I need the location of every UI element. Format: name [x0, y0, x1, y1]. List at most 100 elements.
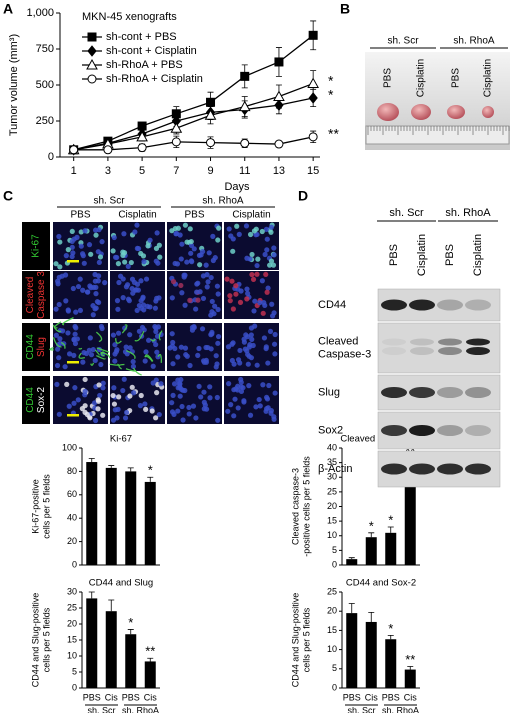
- cell: [272, 351, 278, 357]
- y-tick-label: 500: [36, 79, 54, 91]
- cell: [169, 295, 175, 301]
- cell: [57, 239, 63, 245]
- cell: [190, 403, 197, 409]
- cell: [182, 222, 189, 228]
- cell: [241, 399, 247, 405]
- cell: [99, 239, 105, 245]
- micrograph: [167, 222, 222, 270]
- cell: [244, 296, 250, 302]
- cell: [233, 291, 239, 297]
- cell: [97, 254, 104, 260]
- blot-band: [465, 387, 491, 398]
- cell: [270, 262, 277, 268]
- bar: [404, 467, 416, 565]
- y-tick-label: 15: [327, 516, 337, 526]
- cell: [152, 305, 159, 311]
- data-point: [308, 132, 318, 142]
- cell: [173, 231, 179, 237]
- tumor: [411, 104, 431, 120]
- x-tick-label: PBS: [122, 692, 140, 702]
- legend-marker: [87, 32, 97, 42]
- micrograph: [224, 222, 279, 270]
- cell: [150, 363, 156, 369]
- cell: [238, 376, 244, 383]
- ruler: [365, 125, 510, 145]
- cell: [189, 259, 195, 265]
- cell: [198, 252, 204, 258]
- blot-band: [409, 387, 435, 398]
- cell: [264, 289, 270, 295]
- y-tick-label: 60: [67, 489, 77, 499]
- cell: [215, 237, 221, 243]
- y-tick-label: 15: [327, 625, 337, 635]
- cell: [186, 404, 192, 411]
- cell: [63, 253, 69, 259]
- membrane: [52, 324, 62, 333]
- cell: [188, 238, 194, 245]
- group-label: sh. Scr: [387, 36, 419, 47]
- error-bar: [368, 532, 375, 538]
- cell: [226, 381, 232, 387]
- cell: [264, 406, 270, 412]
- membrane: [157, 353, 163, 363]
- cell: [143, 276, 150, 282]
- cell: [205, 279, 211, 285]
- cell: [237, 360, 243, 366]
- blot-band: [410, 338, 434, 346]
- chart-title: CD44 and Slug: [89, 578, 153, 589]
- y-tick-label: 5: [72, 666, 77, 676]
- cell: [53, 261, 59, 267]
- cell: [196, 383, 202, 390]
- cell: [230, 306, 236, 312]
- x-tick-label: Cis: [105, 692, 118, 702]
- legend-label: sh-RhoA + Cisplatin: [106, 73, 203, 85]
- bar: [346, 559, 358, 565]
- x-tick-label: 3: [105, 165, 111, 177]
- cell: [121, 376, 127, 382]
- cell: [182, 345, 189, 351]
- y-tick-label: 30: [327, 472, 337, 482]
- cell: [263, 226, 270, 232]
- cell: [93, 232, 99, 238]
- error-bar: [368, 611, 375, 622]
- group-label: sh. RhoA: [445, 207, 491, 219]
- cell: [272, 331, 278, 338]
- cell: [142, 358, 148, 364]
- error-bar: [387, 634, 394, 640]
- legend-marker: [87, 74, 97, 84]
- cell: [99, 325, 105, 332]
- error-bar: [88, 458, 95, 463]
- cell: [216, 225, 222, 231]
- cell: [259, 278, 265, 284]
- blot-band: [465, 425, 491, 436]
- membrane: [96, 347, 110, 353]
- cell: [188, 242, 195, 249]
- micrograph: [224, 323, 279, 371]
- cell: [203, 262, 209, 268]
- cell: [172, 260, 178, 267]
- cell: [138, 392, 144, 399]
- cell: [110, 417, 117, 423]
- group-label: sh. Scr: [87, 705, 115, 713]
- cell: [69, 244, 75, 250]
- y-tick-label: 20: [67, 536, 77, 546]
- cell: [88, 251, 94, 257]
- group-label: sh. Scr: [389, 207, 424, 219]
- x-tick-label: 11: [239, 165, 250, 177]
- cell: [249, 336, 255, 342]
- cell: [73, 325, 79, 331]
- micrograph: [167, 323, 222, 371]
- cell: [234, 387, 241, 393]
- row-label-box: [22, 323, 50, 371]
- cell: [71, 352, 77, 358]
- cell: [208, 274, 214, 281]
- cell: [137, 403, 144, 409]
- membrane: [52, 337, 62, 348]
- legend-title: MKN-45 xenografts: [82, 11, 177, 23]
- cell: [75, 283, 82, 290]
- chart-title: CD44 and Sox-2: [346, 578, 416, 589]
- cell: [263, 271, 269, 278]
- row-label: Caspase 3: [36, 271, 47, 319]
- cell: [55, 281, 61, 287]
- lane-label: Cisplatin: [416, 59, 427, 97]
